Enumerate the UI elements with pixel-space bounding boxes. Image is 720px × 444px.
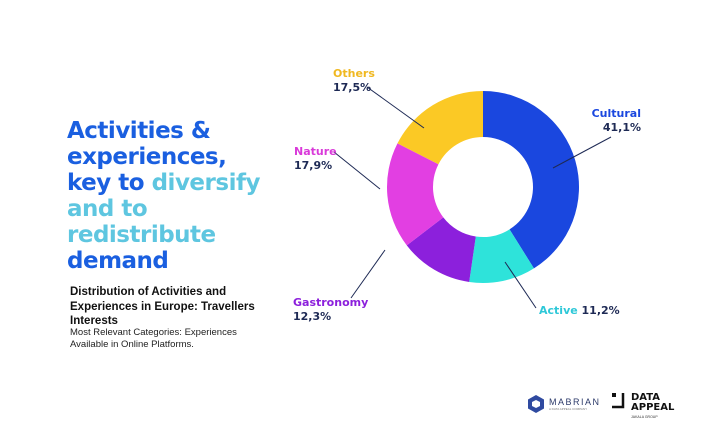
donut-slice-active xyxy=(469,229,534,283)
chart-description: Most Relevant Categories: Experiences Av… xyxy=(70,327,237,350)
donut-slice-gastronomy xyxy=(406,217,476,282)
headline-line: and to xyxy=(67,196,148,222)
slice-value-others: 17,5% xyxy=(333,81,371,94)
bracket-icon xyxy=(612,393,625,409)
headline: Activities & experiences, key to diversi… xyxy=(67,118,260,274)
headline-highlight: diversify xyxy=(151,170,261,196)
headline-line: key to diversify xyxy=(67,170,260,196)
headline-line: Activities & xyxy=(67,118,211,144)
dataappeal-name: APPEAL xyxy=(631,402,675,413)
chart-subtitle: Distribution of Activities and Experienc… xyxy=(70,286,255,327)
leader-line xyxy=(504,261,537,309)
slice-label-others: Others xyxy=(333,67,375,80)
donut-slice-others xyxy=(397,91,483,165)
dataappeal-sub: JAKALA GROUP xyxy=(631,415,658,419)
slice-value-nature: 17,9% xyxy=(294,159,332,172)
hexagon-icon xyxy=(528,395,544,413)
mabrian-sub: A DATA APPEAL COMPANY xyxy=(549,407,588,411)
slice-value: 11,2% xyxy=(582,304,620,317)
slice-label-nature: Nature xyxy=(294,145,337,158)
leader-line xyxy=(552,136,612,169)
slice-label-active: Active 11,2% xyxy=(539,304,620,317)
mabrian-logo: MABRIAN A DATA APPEAL COMPANY xyxy=(527,394,601,414)
leader-line xyxy=(366,86,425,129)
leader-line xyxy=(350,249,386,299)
headline-line: experiences, xyxy=(67,144,227,170)
leader-line xyxy=(333,151,381,190)
donut-slice-cultural xyxy=(483,90,580,269)
mabrian-name: MABRIAN xyxy=(549,397,601,407)
headline-text: key to xyxy=(67,170,152,196)
slice-label-cultural: Cultural xyxy=(592,107,641,120)
donut-slice-nature xyxy=(386,143,444,246)
headline-line: demand xyxy=(67,248,169,274)
headline-line: redistribute xyxy=(67,222,216,248)
dataappeal-name: DATA xyxy=(631,392,661,403)
slice-value-cultural: 41,1% xyxy=(603,121,641,134)
slice-label-gastronomy: Gastronomy xyxy=(293,296,368,309)
slice-value-gastronomy: 12,3% xyxy=(293,310,331,323)
dataappeal-logo: DATA APPEAL JAKALA GROUP xyxy=(612,393,674,419)
